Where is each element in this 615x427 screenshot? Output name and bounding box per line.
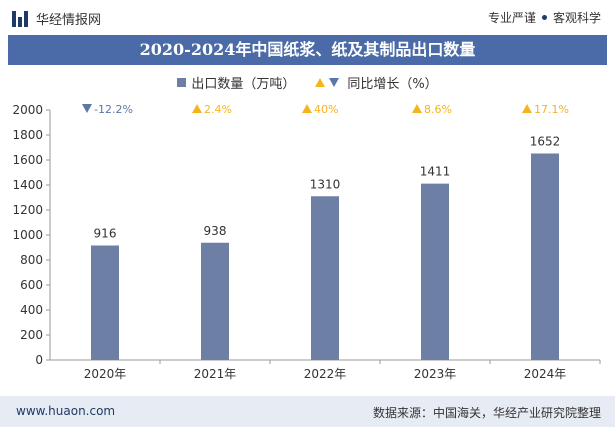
legend-growth-label: 同比增长（%） [347, 76, 438, 92]
footer-source: 数据来源：中国海关，华经产业研究院整理 [372, 406, 601, 420]
bar-value-label: 938 [204, 224, 227, 238]
y-tick-label: 2000 [12, 103, 43, 117]
growth-up-triangle-icon [522, 104, 532, 113]
tagline-left: 专业严谨 [487, 11, 536, 25]
brand: 华经情报网 [12, 9, 101, 28]
logo-icon [12, 10, 28, 27]
bar [91, 245, 119, 360]
tagline-right: 客观科学 [552, 11, 601, 25]
legend-bar-swatch-icon [177, 77, 187, 87]
footer-site: www.huaon.com [16, 404, 116, 418]
x-tick-label: 2024年 [524, 367, 567, 381]
growth-label: 2.4% [204, 103, 232, 116]
legend-item-bar: 出口数量（万吨） [177, 73, 295, 92]
legend-item-growth: 同比增长（%） [315, 73, 438, 92]
title-bar: 2020-2024年中国纸浆、纸及其制品出口数量 [8, 35, 607, 65]
x-tick-label: 2022年 [304, 367, 347, 381]
y-tick-label: 0 [35, 353, 43, 367]
legend-down-triangle-icon [329, 77, 340, 87]
x-tick-label: 2023年 [414, 367, 457, 381]
legend: 出口数量（万吨） 同比增长（%） [0, 71, 615, 93]
y-tick-label: 800 [20, 253, 43, 267]
y-tick-label: 1600 [12, 153, 43, 167]
growth-up-triangle-icon [302, 104, 312, 113]
growth-label: 17.1% [534, 103, 569, 116]
bar [311, 196, 339, 360]
bar-value-label: 1411 [420, 165, 451, 179]
y-tick-label: 1800 [12, 128, 43, 142]
growth-up-triangle-icon [192, 104, 202, 113]
bar-value-label: 916 [94, 227, 117, 241]
tagline: 专业严谨 客观科学 [488, 9, 601, 26]
footer-bar: www.huaon.com 数据来源：中国海关，华经产业研究院整理 [0, 396, 615, 427]
y-tick-label: 1000 [12, 228, 43, 242]
x-tick-label: 2021年 [194, 367, 237, 381]
growth-label: 40% [314, 103, 338, 116]
y-tick-label: 1400 [12, 178, 43, 192]
x-tick-label: 2020年 [84, 367, 127, 381]
growth-up-triangle-icon [412, 104, 422, 113]
top-bar: 华经情报网 专业严谨 客观科学 [0, 0, 615, 33]
y-tick-label: 1200 [12, 203, 43, 217]
y-tick-label: 200 [20, 328, 43, 342]
tagline-dot-icon [541, 15, 547, 20]
bar [201, 242, 229, 360]
y-tick-label: 600 [20, 278, 43, 292]
y-tick-label: 400 [20, 303, 43, 317]
bar-chart: 0 200 400 600 800 1000 1200 1400 1600 1800 2000 916… [12, 103, 601, 381]
brand-name: 华经情报网 [36, 13, 102, 28]
bar [531, 153, 559, 360]
growth-label: 8.6% [424, 103, 452, 116]
legend-up-triangle-icon [315, 77, 326, 87]
legend-bar-label: 出口数量（万吨） [191, 76, 296, 92]
growth-down-triangle-icon [82, 104, 92, 113]
bar [421, 183, 449, 360]
chart-title: 2020-2024年中国纸浆、纸及其制品出口数量 [139, 40, 476, 59]
bar-value-label: 1310 [310, 177, 341, 191]
bar-value-label: 1652 [530, 135, 561, 149]
growth-label: -12.2% [94, 103, 133, 116]
